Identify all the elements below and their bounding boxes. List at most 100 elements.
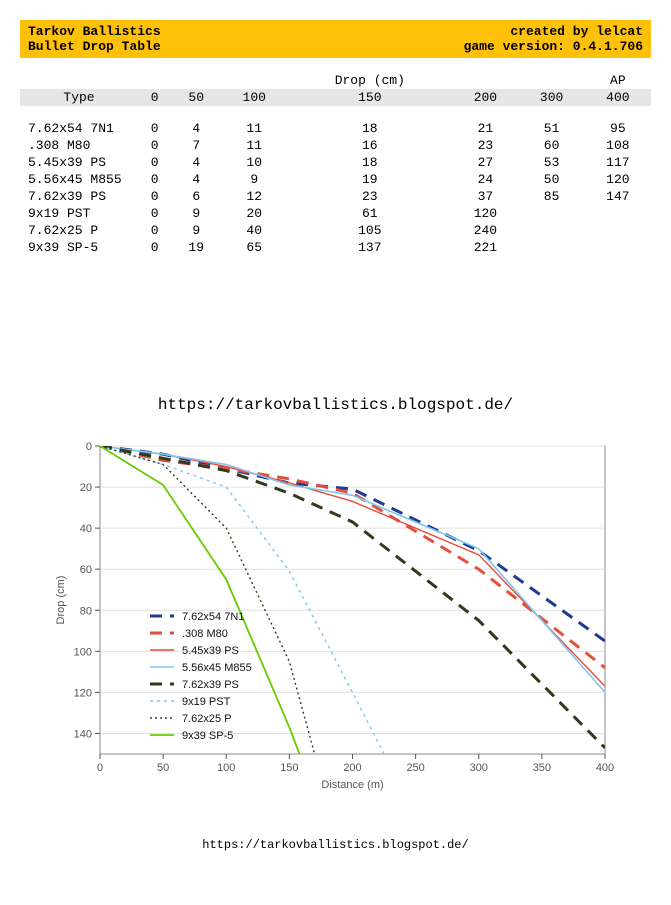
value-cell: 221: [452, 239, 518, 256]
ap-cell: 117: [585, 154, 651, 171]
value-cell: 11: [221, 120, 287, 137]
value-cell: 0: [138, 205, 171, 222]
type-cell: 5.56x45 M855: [20, 171, 138, 188]
type-cell: 9x19 PST: [20, 205, 138, 222]
value-cell: 18: [287, 120, 452, 137]
value-cell: 16: [287, 137, 452, 154]
value-cell: 21: [452, 120, 518, 137]
svg-text:5.56x45 M855: 5.56x45 M855: [182, 662, 252, 674]
value-cell: 40: [221, 222, 287, 239]
svg-text:100: 100: [217, 762, 235, 774]
value-cell: 4: [171, 171, 221, 188]
svg-text:350: 350: [533, 762, 551, 774]
value-cell: 0: [138, 171, 171, 188]
ap-cell: [585, 222, 651, 239]
value-cell: 60: [519, 137, 585, 154]
header-banner: Tarkov Ballistics created by lelcat Bull…: [20, 20, 651, 58]
value-cell: 4: [171, 154, 221, 171]
drop-table: Drop (cm) AP Type 0 50 100 150 200 300 4…: [20, 72, 651, 256]
ap-header: 400: [585, 89, 651, 106]
svg-text:.308 M80: .308 M80: [182, 628, 228, 640]
value-cell: [519, 239, 585, 256]
ap-cell: 95: [585, 120, 651, 137]
value-cell: 61: [287, 205, 452, 222]
svg-text:140: 140: [74, 728, 92, 740]
type-cell: 5.45x39 PS: [20, 154, 138, 171]
footer-url: https://tarkovballistics.blogspot.de/: [20, 838, 651, 852]
svg-text:9x39 SP-5: 9x39 SP-5: [182, 730, 233, 742]
svg-text:40: 40: [80, 523, 92, 535]
svg-text:5.45x39 PS: 5.45x39 PS: [182, 645, 239, 657]
svg-text:7.62x25 P: 7.62x25 P: [182, 713, 232, 725]
value-cell: 120: [452, 205, 518, 222]
svg-text:7.62x39 PS: 7.62x39 PS: [182, 679, 239, 691]
svg-text:0: 0: [86, 441, 92, 453]
dist-header: 300: [519, 89, 585, 106]
header-title: Tarkov Ballistics: [28, 24, 161, 39]
value-cell: 51: [519, 120, 585, 137]
svg-text:120: 120: [74, 687, 92, 699]
value-cell: 0: [138, 120, 171, 137]
table-row: 9x19 PST092061120: [20, 205, 651, 222]
dist-header: 100: [221, 89, 287, 106]
ap-cell: [585, 205, 651, 222]
value-cell: 240: [452, 222, 518, 239]
value-cell: 10: [221, 154, 287, 171]
value-cell: 20: [221, 205, 287, 222]
svg-text:250: 250: [406, 762, 424, 774]
value-cell: 0: [138, 188, 171, 205]
value-cell: 65: [221, 239, 287, 256]
svg-text:0: 0: [97, 762, 103, 774]
svg-text:400: 400: [596, 762, 614, 774]
svg-text:200: 200: [343, 762, 361, 774]
table-header-group: Drop (cm) AP: [20, 72, 651, 89]
value-cell: 19: [287, 171, 452, 188]
value-cell: 50: [519, 171, 585, 188]
value-cell: [519, 205, 585, 222]
type-cell: 7.62x54 7N1: [20, 120, 138, 137]
table-row: .308 M800711162360108: [20, 137, 651, 154]
value-cell: 0: [138, 154, 171, 171]
value-cell: 19: [171, 239, 221, 256]
table-header-row: Type 0 50 100 150 200 300 400: [20, 89, 651, 106]
value-cell: 12: [221, 188, 287, 205]
dist-header: 200: [452, 89, 518, 106]
value-cell: 0: [138, 222, 171, 239]
drop-group-label: Drop (cm): [287, 72, 452, 89]
svg-text:Drop (cm): Drop (cm): [55, 576, 67, 625]
dist-header: 150: [287, 89, 452, 106]
table-row: 5.45x39 PS0410182753117: [20, 154, 651, 171]
value-cell: 85: [519, 188, 585, 205]
value-cell: 9: [171, 205, 221, 222]
svg-text:Distance (m): Distance (m): [321, 779, 383, 791]
blog-url: https://tarkovballistics.blogspot.de/: [20, 396, 651, 414]
ap-cell: [585, 239, 651, 256]
header-version: game version: 0.4.1.706: [464, 39, 643, 54]
ap-cell: 147: [585, 188, 651, 205]
svg-text:150: 150: [280, 762, 298, 774]
svg-text:80: 80: [80, 605, 92, 617]
value-cell: 9: [171, 222, 221, 239]
value-cell: 6: [171, 188, 221, 205]
chart-container: 0501001502002503003504000204060801001201…: [40, 434, 631, 798]
dist-header: 50: [171, 89, 221, 106]
svg-text:300: 300: [470, 762, 488, 774]
svg-text:9x19 PST: 9x19 PST: [182, 696, 231, 708]
svg-text:7.62x54 7N1: 7.62x54 7N1: [182, 611, 244, 623]
value-cell: 105: [287, 222, 452, 239]
type-cell: 7.62x39 PS: [20, 188, 138, 205]
table-row: 7.62x54 7N1041118215195: [20, 120, 651, 137]
table-row: 9x39 SP-501965137221: [20, 239, 651, 256]
value-cell: 4: [171, 120, 221, 137]
table-row: 7.62x39 PS0612233785147: [20, 188, 651, 205]
ap-cell: 108: [585, 137, 651, 154]
drop-chart: 0501001502002503003504000204060801001201…: [40, 434, 620, 794]
value-cell: 53: [519, 154, 585, 171]
value-cell: 27: [452, 154, 518, 171]
value-cell: 24: [452, 171, 518, 188]
svg-text:60: 60: [80, 564, 92, 576]
type-cell: 9x39 SP-5: [20, 239, 138, 256]
value-cell: 37: [452, 188, 518, 205]
value-cell: 23: [287, 188, 452, 205]
value-cell: 7: [171, 137, 221, 154]
